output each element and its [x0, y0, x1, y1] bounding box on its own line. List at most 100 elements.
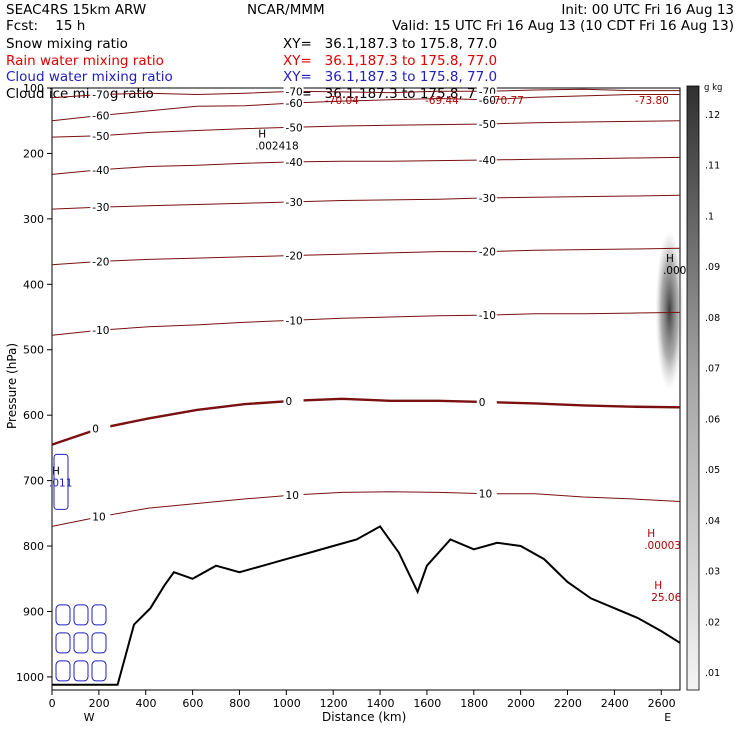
- cloud-water-contour: [73, 604, 89, 626]
- field-label: Snow mixing ratio: [6, 36, 128, 52]
- temperature-contour: [51, 491, 681, 527]
- temperature-contour: [51, 88, 680, 99]
- colorbar-tick-label: .1: [705, 211, 714, 222]
- colorbar-tick-label: .08: [705, 313, 720, 324]
- contour-label-bg: [283, 394, 304, 407]
- cloud-water-contour: [53, 453, 69, 510]
- contour-label-bg: [476, 117, 497, 130]
- extrema-value: .011: [49, 478, 72, 490]
- terrain-line: [52, 525, 681, 686]
- x-tick-label: 2400: [601, 697, 629, 710]
- contour-label: -70: [286, 86, 303, 98]
- organization-label: NCAR/MMM: [247, 2, 325, 18]
- x-tick-label: 1800: [460, 697, 488, 710]
- y-tick-label: 200: [23, 147, 44, 160]
- field-xy-range: XY= 36.1,187.3 to 175.8, 77.0: [283, 36, 498, 52]
- extrema-value: .00003: [644, 540, 681, 552]
- temperature-contour: [51, 311, 681, 336]
- x-tick-label: 1000: [273, 697, 301, 710]
- extrema-marker: H: [666, 253, 674, 265]
- x-tick-label: 2600: [648, 697, 676, 710]
- x-tick-label: 1200: [320, 697, 348, 710]
- contour-label-bg: [476, 245, 497, 258]
- colorbar-tick-label: .09: [705, 262, 720, 273]
- extrema-marker: H: [654, 580, 662, 592]
- contour-label-bg: [90, 324, 111, 337]
- contour-label: -50: [286, 122, 303, 134]
- contour-label: 10: [286, 490, 299, 502]
- x-axis-label: Distance (km): [322, 710, 406, 724]
- colorbar-tick-label: .03: [705, 567, 720, 578]
- extrema-value: .0005: [663, 265, 693, 277]
- contour-label: -70: [92, 90, 109, 102]
- contour-label-bg: [90, 88, 111, 101]
- contour-label-bg: [90, 255, 111, 268]
- field-xy-range: XY= 36.1,187.3 to 175.8, 77.0: [283, 52, 498, 69]
- contour-label-bg: [90, 163, 111, 176]
- contour-label-bg: [476, 191, 497, 204]
- cloud-water-contour: [91, 632, 107, 654]
- y-tick-label: 900: [23, 605, 44, 618]
- contour-label: -60: [479, 95, 496, 107]
- cloud-water-contour: [73, 632, 89, 654]
- extrema-marker: H: [258, 129, 266, 141]
- colorbar-tick-label: .01: [705, 668, 720, 679]
- y-axis-label: Pressure (hPa): [5, 343, 19, 429]
- contour-label: -60: [286, 98, 303, 110]
- colorbar: [686, 85, 700, 691]
- y-tick-label: 600: [23, 409, 44, 422]
- field-label: Cloud water mixing ratio: [6, 69, 173, 85]
- contour-label: -50: [479, 119, 496, 131]
- temperature-contour: [51, 120, 681, 138]
- contour-label: -30: [286, 197, 303, 209]
- contour-label: -20: [479, 247, 496, 259]
- y-tick-label: 1000: [16, 671, 44, 684]
- contour-label: -30: [92, 202, 109, 214]
- contour-label: -50: [92, 131, 109, 143]
- x-tick-label: 0: [49, 697, 56, 710]
- plot-frame: [51, 87, 681, 691]
- x-tick-label: 2000: [507, 697, 535, 710]
- colorbar-tick-label: .07: [705, 364, 720, 375]
- contour-label-bg: [90, 109, 111, 122]
- colorbar-tick-label: .11: [705, 161, 720, 172]
- field-xy-range: XY= 36.1,187.3 to 175.8, 77.0: [283, 69, 498, 85]
- temperature-contour: [51, 156, 681, 175]
- forecast-hour: Fcst: 15 h: [6, 18, 86, 34]
- extrema-value: 25.06: [651, 592, 681, 604]
- contour-label-bg: [283, 121, 304, 134]
- contour-label-bg: [90, 129, 111, 142]
- contour-label-bg: [283, 489, 304, 502]
- temperature-contour: [51, 194, 681, 210]
- temperature-contour: [51, 94, 680, 122]
- contour-label: -10: [92, 325, 109, 337]
- extrema-value: .002418: [255, 141, 298, 153]
- contour-top-label: -69.44: [425, 95, 459, 107]
- y-tick-label: 800: [23, 540, 44, 553]
- contour-label: 10: [479, 489, 492, 501]
- x-tick-label: 400: [136, 697, 157, 710]
- contour-label: 0: [479, 397, 486, 409]
- contour-label: 0: [286, 396, 293, 408]
- contour-label: -40: [92, 165, 109, 177]
- colorbar-tick-label: .05: [705, 465, 720, 476]
- contour-label: -40: [479, 155, 496, 167]
- contour-top-label: -70.04: [325, 95, 359, 107]
- y-tick-label: 300: [23, 213, 44, 226]
- init-time: Init: 00 UTC Fri 16 Aug 13: [561, 2, 734, 18]
- colorbar-tick-label: .12: [705, 110, 720, 121]
- contour-label-bg: [476, 93, 497, 106]
- contour-label: 0: [92, 423, 99, 435]
- contour-label: -40: [286, 157, 303, 169]
- y-tick-label: 500: [23, 344, 44, 357]
- contour-label-bg: [283, 85, 304, 98]
- cloud-water-contour: [91, 604, 107, 626]
- contour-label: 10: [92, 512, 105, 524]
- x-tick-label: 2200: [554, 697, 582, 710]
- contour-label-bg: [90, 510, 111, 523]
- extrema-marker: H: [52, 466, 60, 478]
- contour-label-bg: [476, 487, 497, 500]
- contour-label: -60: [92, 110, 109, 122]
- contour-top-label: -73.80: [635, 95, 669, 107]
